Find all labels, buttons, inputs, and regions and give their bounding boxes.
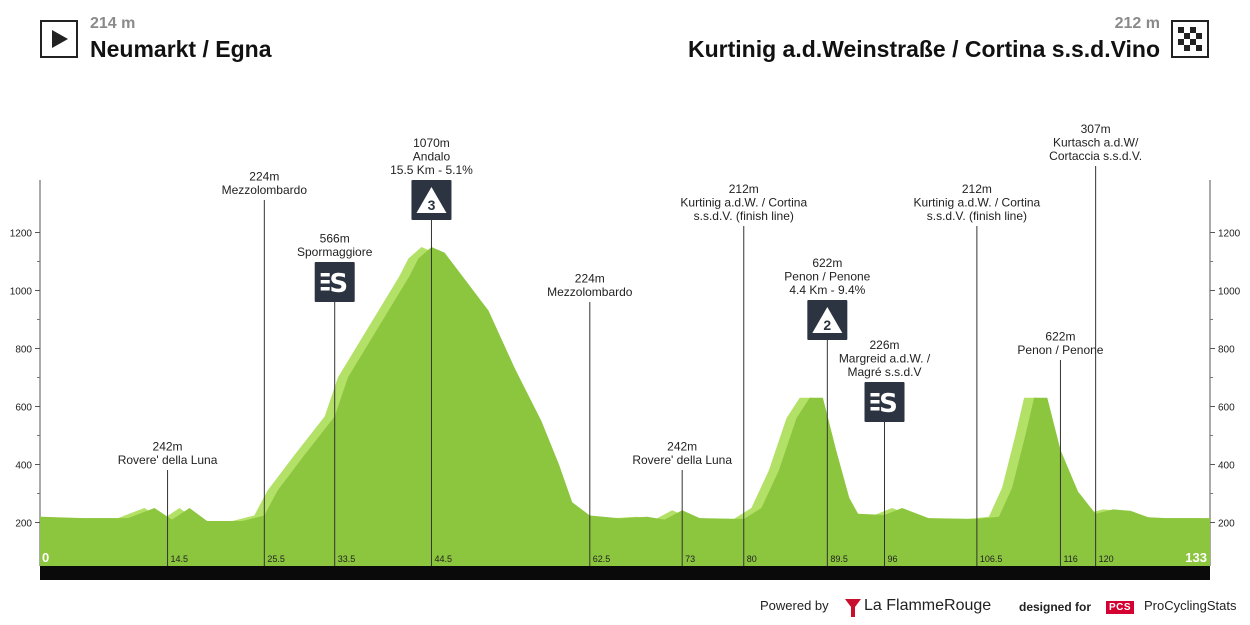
distance-tick-label: 44.5 [434,554,452,564]
climb-category: 2 [823,317,831,333]
y-tick-label-left: 600 [15,403,32,414]
distance-tick-label: 116 [1063,554,1077,564]
footer-pcs-name: ProCyclingStats [1144,598,1237,613]
sprint-stripe-icon [870,400,880,404]
waypoint-name: Rovere' della Luna [118,453,218,467]
y-tick-label-right: 800 [1218,345,1235,356]
distance-label-finish: 133 [1185,550,1207,565]
waypoint-name: s.s.d.V. (finish line) [694,209,794,223]
y-tick-label-left: 200 [15,519,32,530]
waypoint-name: Penon / Penone [784,270,870,284]
waypoint-name: Penon / Penone [1017,343,1103,357]
waypoint-altitude: 212m [729,182,759,196]
y-tick-label-right: 200 [1218,519,1235,530]
distance-tick-label: 89.5 [830,554,848,564]
y-tick-label-left: 800 [15,345,32,356]
elevation-profile [40,247,1210,566]
checkered-flag-icon [1178,27,1202,51]
waypoint-name: s.s.d.V. (finish line) [927,209,1027,223]
distance-tick-label: 96 [888,554,898,564]
waypoint-name: Kurtasch a.d.W/ [1053,136,1139,150]
climb-category: 3 [428,197,436,213]
footer-powered-by: Powered by [760,598,829,613]
pcs-logo: PCS [1106,601,1135,614]
start-icon [40,20,78,58]
finish-icon [1171,20,1209,58]
waypoint-name: Kurtinig a.d.W. / Cortina [680,196,807,210]
waypoint-name: Magré s.s.d.V [847,365,921,379]
sprint-stripe-icon [870,407,880,411]
waypoint-altitude: 622m [1045,330,1075,344]
sprint-badge [314,262,355,302]
waypoint-altitude: 212m [962,182,992,196]
y-tick-label-left: 1200 [10,229,33,240]
waypoint-name: 15.5 Km - 5.1% [390,163,473,177]
play-icon [52,30,68,48]
y-tick-label-right: 600 [1218,403,1235,414]
waypoint-altitude: 307m [1081,122,1111,136]
waypoint-name: Rovere' della Luna [632,453,732,467]
y-tick-label-left: 400 [15,461,32,472]
distance-tick-label: 73 [685,554,695,564]
waypoint-name: 4.4 Km - 9.4% [789,283,865,297]
waypoint-name: Kurtinig a.d.W. / Cortina [914,196,1041,210]
sprint-stripe-icon [320,287,330,291]
mountain-icon [416,187,447,213]
distance-tick-label: 14.5 [171,554,189,564]
waypoint-altitude: 242m [153,440,183,454]
waypoint-altitude: 622m [812,256,842,270]
waypoint-name: Spormaggiore [297,245,373,259]
distance-tick-label: 25.5 [267,554,285,564]
start-location: Neumarkt / Egna [90,36,272,62]
sprint-stripe-icon [320,273,330,277]
waypoint-name: Margreid a.d.W. / [839,352,931,366]
distance-tick-label: 62.5 [593,554,611,564]
waypoint-name: Mezzolombardo [547,285,633,299]
distance-tick-label: 120 [1099,554,1114,564]
sprint-stripe-icon [320,280,330,284]
distance-tick-label: 80 [747,554,757,564]
flamme-rouge-logo-icon [845,599,861,617]
waypoint-name: Mezzolombardo [222,183,308,197]
y-tick-label-right: 1000 [1218,287,1241,298]
waypoint-altitude: 242m [667,440,697,454]
finish-location: Kurtinig a.d.Weinstraße / Cortina s.s.d.… [688,36,1160,62]
waypoint-altitude: 224m [575,272,605,286]
mountain-icon [812,307,843,333]
y-tick-label-right: 1200 [1218,229,1241,240]
waypoint-altitude: 224m [249,170,279,184]
waypoint-altitude: 566m [320,232,350,246]
y-tick-label-left: 1000 [10,287,33,298]
waypoint-name: Andalo [413,150,451,164]
distance-tick-label: 106.5 [980,554,1003,564]
sprint-badge [864,382,905,422]
footer-brand: La FlammeRouge [864,597,992,614]
waypoint-altitude: 226m [869,338,899,352]
waypoint-name: Cortaccia s.s.d.V. [1049,149,1142,163]
sprint-icon: S [879,389,898,419]
distance-axis-bar [40,566,1210,580]
distance-label-start: 0 [42,550,49,565]
start-altitude: 214 m [90,15,136,32]
footer-designed-for: designed for [1019,600,1092,614]
sprint-stripe-icon [870,393,880,397]
y-tick-label-right: 400 [1218,461,1235,472]
distance-tick-label: 33.5 [338,554,356,564]
waypoint-altitude: 1070m [413,136,450,150]
finish-altitude: 212 m [1114,15,1160,32]
sprint-icon: S [329,269,348,299]
